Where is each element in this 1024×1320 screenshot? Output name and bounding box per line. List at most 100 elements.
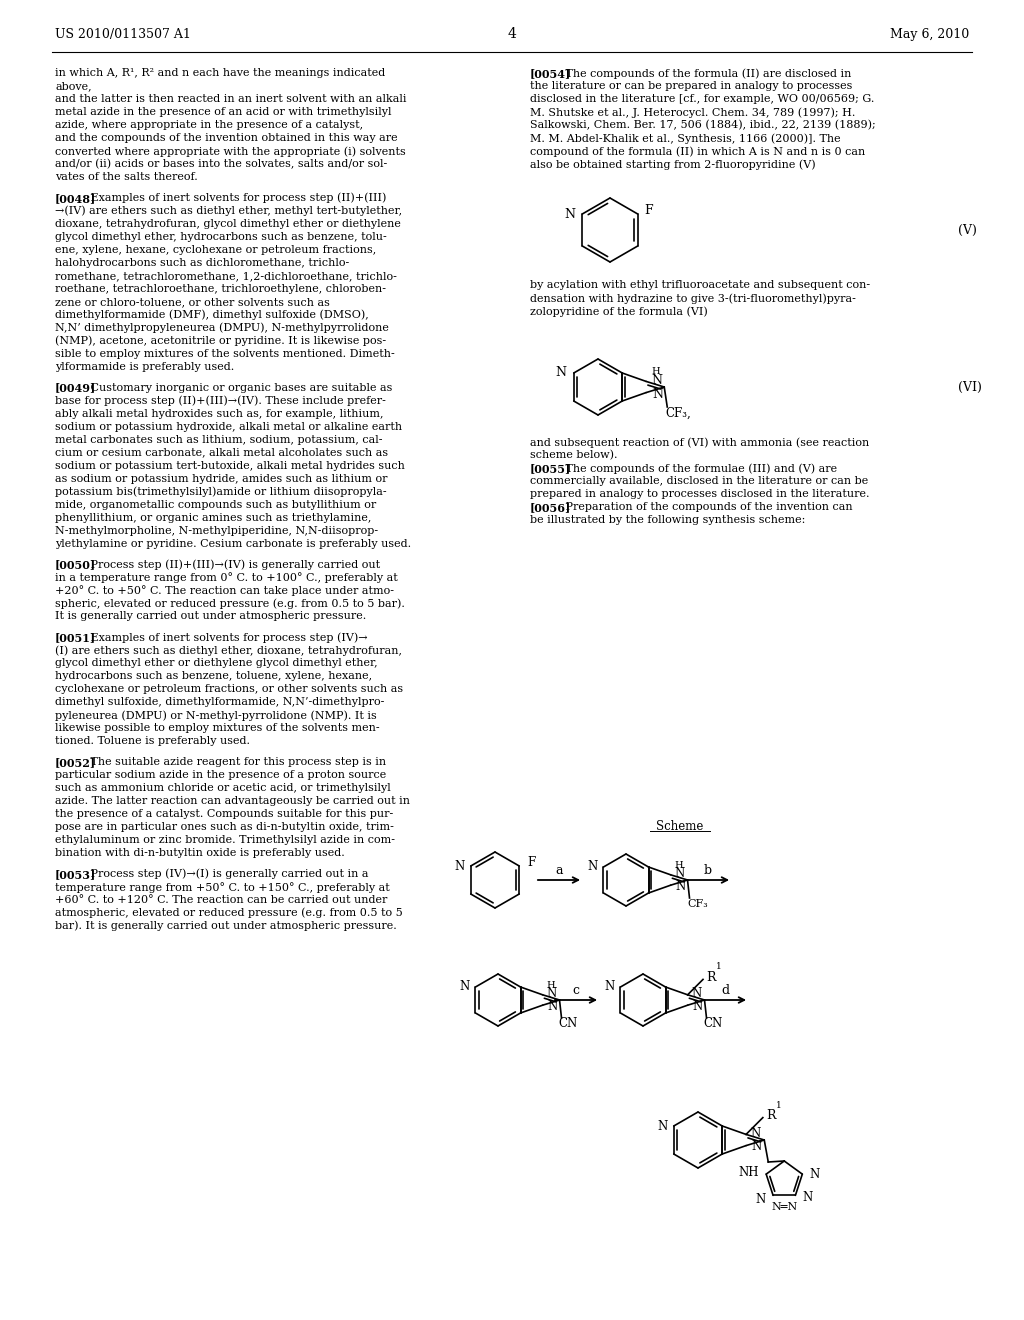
Text: (VI): (VI)	[958, 380, 982, 393]
Text: such as ammonium chloride or acetic acid, or trimethylsilyl: such as ammonium chloride or acetic acid…	[55, 783, 391, 793]
Text: Examples of inert solvents for process step (II)+(III): Examples of inert solvents for process s…	[80, 193, 386, 203]
Text: Process step (II)+(III)→(IV) is generally carried out: Process step (II)+(III)→(IV) is generall…	[80, 560, 380, 570]
Text: dimethylformamide (DMF), dimethyl sulfoxide (DMSO),: dimethylformamide (DMF), dimethyl sulfox…	[55, 310, 369, 321]
Text: vates of the salts thereof.: vates of the salts thereof.	[55, 172, 198, 182]
Text: pose are in particular ones such as di-n-butyltin oxide, trim-: pose are in particular ones such as di-n…	[55, 822, 394, 832]
Text: Examples of inert solvents for process step (IV)→: Examples of inert solvents for process s…	[80, 632, 368, 643]
Text: sodium or potassium tert-butoxide, alkali metal hydrides such: sodium or potassium tert-butoxide, alkal…	[55, 461, 404, 471]
Text: CN: CN	[703, 1016, 723, 1030]
Text: N: N	[803, 1191, 813, 1204]
Text: F: F	[527, 857, 536, 870]
Text: N: N	[604, 981, 614, 994]
Text: azide. The latter reaction can advantageously be carried out in: azide. The latter reaction can advantage…	[55, 796, 410, 807]
Text: dioxane, tetrahydrofuran, glycol dimethyl ether or diethylene: dioxane, tetrahydrofuran, glycol dimethy…	[55, 219, 400, 228]
Text: [0054]: [0054]	[530, 69, 571, 79]
Text: N: N	[587, 861, 597, 874]
Text: sible to employ mixtures of the solvents mentioned. Dimeth-: sible to employ mixtures of the solvents…	[55, 348, 394, 359]
Text: Scheme: Scheme	[656, 820, 703, 833]
Text: (NMP), acetone, acetonitrile or pyridine. It is likewise pos-: (NMP), acetone, acetonitrile or pyridine…	[55, 335, 386, 346]
Text: the presence of a catalyst. Compounds suitable for this pur-: the presence of a catalyst. Compounds su…	[55, 809, 393, 818]
Text: as sodium or potassium hydride, amides such as lithium or: as sodium or potassium hydride, amides s…	[55, 474, 387, 483]
Text: [0052]: [0052]	[55, 756, 96, 768]
Text: [0056]: [0056]	[530, 502, 571, 513]
Text: commercially available, disclosed in the literature or can be: commercially available, disclosed in the…	[530, 477, 868, 486]
Text: Preparation of the compounds of the invention can: Preparation of the compounds of the inve…	[555, 502, 853, 512]
Text: Process step (IV)→(I) is generally carried out in a: Process step (IV)→(I) is generally carri…	[80, 869, 369, 879]
Text: and the latter is then reacted in an inert solvent with an alkali: and the latter is then reacted in an ine…	[55, 94, 407, 104]
Text: zene or chloro-toluene, or other solvents such as: zene or chloro-toluene, or other solvent…	[55, 297, 330, 306]
Text: [0051]: [0051]	[55, 632, 96, 643]
Text: N: N	[459, 981, 469, 994]
Text: H: H	[675, 861, 683, 870]
Text: N═N: N═N	[771, 1203, 798, 1212]
Text: N: N	[809, 1168, 819, 1180]
Text: above,: above,	[55, 81, 91, 91]
Text: sodium or potassium hydroxide, alkali metal or alkaline earth: sodium or potassium hydroxide, alkali me…	[55, 421, 402, 432]
Text: ylformamide is preferably used.: ylformamide is preferably used.	[55, 362, 234, 372]
Text: The compounds of the formulae (III) and (V) are: The compounds of the formulae (III) and …	[555, 463, 837, 474]
Text: US 2010/0113507 A1: US 2010/0113507 A1	[55, 28, 190, 41]
Text: (I) are ethers such as diethyl ether, dioxane, tetrahydrofuran,: (I) are ethers such as diethyl ether, di…	[55, 645, 402, 656]
Text: N,N’ dimethylpropyleneurea (DMPU), N-methylpyrrolidone: N,N’ dimethylpropyleneurea (DMPU), N-met…	[55, 323, 389, 334]
Text: ene, xylene, hexane, cyclohexane or petroleum fractions,: ene, xylene, hexane, cyclohexane or petr…	[55, 244, 376, 255]
Text: N: N	[652, 388, 664, 401]
Text: H: H	[651, 367, 659, 376]
Text: NH: NH	[738, 1166, 759, 1179]
Text: by acylation with ethyl trifluoroacetate and subsequent con-: by acylation with ethyl trifluoroacetate…	[530, 280, 870, 290]
Text: roethane, tetrachloroethane, trichloroethylene, chloroben-: roethane, tetrachloroethane, trichloroet…	[55, 284, 386, 294]
Text: N: N	[675, 867, 685, 880]
Text: R: R	[706, 972, 716, 983]
Text: [0048]: [0048]	[55, 193, 96, 203]
Text: also be obtained starting from 2-fluoropyridine (V): also be obtained starting from 2-fluorop…	[530, 158, 816, 169]
Text: CN: CN	[558, 1016, 578, 1030]
Text: N: N	[691, 987, 701, 1001]
Text: bination with di-n-butyltin oxide is preferably used.: bination with di-n-butyltin oxide is pre…	[55, 847, 345, 858]
Text: [0055]: [0055]	[530, 463, 571, 474]
Text: CF₃,: CF₃,	[666, 407, 691, 420]
Text: The compounds of the formula (II) are disclosed in: The compounds of the formula (II) are di…	[555, 69, 851, 79]
Text: 4: 4	[508, 26, 516, 41]
Text: [0050]: [0050]	[55, 560, 96, 570]
Text: romethane, tetrachloromethane, 1,2-dichloroethane, trichlo-: romethane, tetrachloromethane, 1,2-dichl…	[55, 271, 397, 281]
Text: →(IV) are ethers such as diethyl ether, methyl tert-butylether,: →(IV) are ethers such as diethyl ether, …	[55, 206, 402, 216]
Text: The suitable azide reagent for this process step is in: The suitable azide reagent for this proc…	[80, 756, 386, 767]
Text: and/or (ii) acids or bases into the solvates, salts and/or sol-: and/or (ii) acids or bases into the solv…	[55, 158, 387, 169]
Text: N: N	[657, 1119, 668, 1133]
Text: glycol dimethyl ether or diethylene glycol dimethyl ether,: glycol dimethyl ether or diethylene glyc…	[55, 659, 378, 668]
Text: (V): (V)	[958, 223, 977, 236]
Text: cyclohexane or petroleum fractions, or other solvents such as: cyclohexane or petroleum fractions, or o…	[55, 684, 403, 694]
Text: c: c	[572, 985, 580, 998]
Text: M. M. Abdel-Khalik et al., Synthesis, 1166 (2000)]. The: M. M. Abdel-Khalik et al., Synthesis, 11…	[530, 133, 841, 144]
Text: d: d	[721, 985, 729, 998]
Text: M. Shutske et al., J. Heterocycl. Chem. 34, 789 (1997); H.: M. Shutske et al., J. Heterocycl. Chem. …	[530, 107, 855, 117]
Text: densation with hydrazine to give 3-(tri-fluoromethyl)pyra-: densation with hydrazine to give 3-(tri-…	[530, 293, 856, 304]
Text: [0053]: [0053]	[55, 869, 96, 880]
Text: in a temperature range from 0° C. to +100° C., preferably at: in a temperature range from 0° C. to +10…	[55, 573, 397, 583]
Text: spheric, elevated or reduced pressure (e.g. from 0.5 to 5 bar).: spheric, elevated or reduced pressure (e…	[55, 598, 404, 609]
Text: in which A, R¹, R² and n each have the meanings indicated: in which A, R¹, R² and n each have the m…	[55, 69, 385, 78]
Text: glycol dimethyl ether, hydrocarbons such as benzene, tolu-: glycol dimethyl ether, hydrocarbons such…	[55, 232, 387, 242]
Text: atmospheric, elevated or reduced pressure (e.g. from 0.5 to 5: atmospheric, elevated or reduced pressur…	[55, 908, 402, 919]
Text: particular sodium azide in the presence of a proton source: particular sodium azide in the presence …	[55, 770, 386, 780]
Text: potassium bis(trimethylsilyl)amide or lithium diisopropyla-: potassium bis(trimethylsilyl)amide or li…	[55, 487, 387, 498]
Text: bar). It is generally carried out under atmospheric pressure.: bar). It is generally carried out under …	[55, 921, 396, 932]
Text: metal carbonates such as lithium, sodium, potassium, cal-: metal carbonates such as lithium, sodium…	[55, 434, 383, 445]
Text: converted where appropriate with the appropriate (i) solvents: converted where appropriate with the app…	[55, 147, 406, 157]
Text: CF₃: CF₃	[687, 899, 709, 909]
Text: compound of the formula (II) in which A is N and n is 0 can: compound of the formula (II) in which A …	[530, 147, 865, 157]
Text: N: N	[692, 999, 702, 1012]
Text: tioned. Toluene is preferably used.: tioned. Toluene is preferably used.	[55, 737, 250, 746]
Text: a: a	[555, 865, 563, 878]
Text: ably alkali metal hydroxides such as, for example, lithium,: ably alkali metal hydroxides such as, fo…	[55, 409, 384, 418]
Text: It is generally carried out under atmospheric pressure.: It is generally carried out under atmosp…	[55, 611, 367, 622]
Text: azide, where appropriate in the presence of a catalyst,: azide, where appropriate in the presence…	[55, 120, 364, 129]
Text: be illustrated by the following synthesis scheme:: be illustrated by the following synthesi…	[530, 515, 805, 525]
Text: likewise possible to employ mixtures of the solvents men-: likewise possible to employ mixtures of …	[55, 723, 380, 733]
Text: ethylaluminum or zinc bromide. Trimethylsilyl azide in com-: ethylaluminum or zinc bromide. Trimethyl…	[55, 836, 395, 845]
Text: the literature or can be prepared in analogy to processes: the literature or can be prepared in ana…	[530, 81, 852, 91]
Text: N: N	[548, 999, 558, 1012]
Text: 1: 1	[716, 962, 722, 972]
Text: halohydrocarbons such as dichloromethane, trichlo-: halohydrocarbons such as dichloromethane…	[55, 257, 349, 268]
Text: N: N	[751, 1140, 761, 1154]
Text: 1: 1	[776, 1101, 781, 1110]
